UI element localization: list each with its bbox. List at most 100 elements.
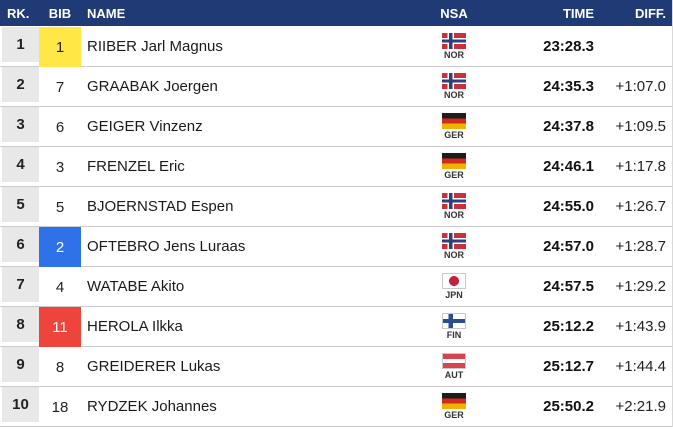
rank-value: 4 <box>2 147 39 182</box>
country-code: JPN <box>445 290 463 300</box>
col-header-rank: RK. <box>7 5 30 21</box>
rank-value: 8 <box>2 307 39 342</box>
nsa-cell: JPN <box>407 267 489 306</box>
nsa-cell: GER <box>407 147 489 186</box>
rank-value: 7 <box>2 267 39 302</box>
table-row[interactable]: 2 7 GRAABAK Joergen NOR 24:35.3 +1:07.0 <box>0 67 672 107</box>
country-code: NOR <box>444 50 464 60</box>
flag-icon <box>442 353 466 369</box>
col-header-nsa: NSA <box>440 5 468 21</box>
time-value: 25:50.2 <box>543 398 594 415</box>
bib-cell: 5 <box>39 187 81 227</box>
diff-value <box>594 27 672 66</box>
bib-cell: 6 <box>39 107 81 147</box>
country-code: GER <box>444 130 464 140</box>
flag-icon <box>442 33 466 49</box>
table-row[interactable]: 3 6 GEIGER Vinzenz GER 24:37.8 +1:09.5 <box>0 107 672 147</box>
bib-badge: 18 <box>51 398 69 416</box>
athlete-name: GREIDERER Lukas <box>87 358 221 375</box>
nsa-cell: NOR <box>407 67 489 106</box>
diff-value: +1:28.7 <box>615 238 666 255</box>
bib-cell: 7 <box>39 67 81 107</box>
header-row: RK. BIB NAME NSA TIME DIFF. <box>0 0 672 27</box>
nsa-cell: GER <box>407 107 489 146</box>
table-row[interactable]: 6 2 OFTEBRO Jens Luraas NOR 24:57.0 +1:2… <box>0 227 672 267</box>
athlete-name: FRENZEL Eric <box>87 158 185 175</box>
athlete-name: GRAABAK Joergen <box>87 78 218 95</box>
bib-cell: 2 <box>39 227 81 267</box>
flag-icon <box>442 73 466 89</box>
col-header-time: TIME <box>562 5 594 21</box>
time-value: 25:12.7 <box>543 358 594 375</box>
athlete-name: RIIBER Jarl Magnus <box>87 38 223 55</box>
table-row[interactable]: 4 3 FRENZEL Eric GER 24:46.1 +1:17.8 <box>0 147 672 187</box>
bib-badge: 11 <box>39 307 81 347</box>
bib-badge: 7 <box>55 78 65 96</box>
bib-cell: 8 <box>39 347 81 387</box>
rank-cell: 8 <box>0 307 39 346</box>
country-code: NOR <box>444 210 464 220</box>
flag-icon <box>442 193 466 209</box>
bib-cell: 1 <box>39 27 81 67</box>
nsa-cell: FIN <box>407 307 489 346</box>
rank-cell: 1 <box>0 27 39 66</box>
rank-value: 9 <box>2 347 39 382</box>
bib-cell: 4 <box>39 267 81 307</box>
country-code: AUT <box>444 370 464 380</box>
country-code: GER <box>444 170 464 180</box>
rank-value: 1 <box>2 27 39 62</box>
rank-value: 10 <box>2 387 39 422</box>
country-code: NOR <box>444 250 464 260</box>
flag-icon <box>442 113 466 129</box>
rank-value: 2 <box>2 67 39 102</box>
flag-icon <box>442 393 466 409</box>
table-row[interactable]: 9 8 GREIDERER Lukas AUT 25:12.7 +1:44.4 <box>0 347 672 387</box>
athlete-name: BJOERNSTAD Espen <box>87 198 234 215</box>
country-code: FIN <box>446 330 462 340</box>
col-header-name: NAME <box>87 5 126 21</box>
rank-cell: 10 <box>0 387 39 426</box>
diff-value: +1:26.7 <box>615 198 666 215</box>
bib-cell: 3 <box>39 147 81 187</box>
country-code: NOR <box>444 90 464 100</box>
time-value: 23:28.3 <box>543 38 594 55</box>
athlete-name: WATABE Akito <box>87 278 185 295</box>
bib-badge: 3 <box>55 158 65 176</box>
athlete-name: HEROLA Ilkka <box>87 318 183 335</box>
flag-icon <box>442 273 466 289</box>
rank-cell: 6 <box>0 227 39 266</box>
flag-icon <box>442 153 466 169</box>
rank-value: 5 <box>2 187 39 222</box>
rank-cell: 2 <box>0 67 39 106</box>
time-value: 24:55.0 <box>543 198 594 215</box>
rank-cell: 9 <box>0 347 39 386</box>
time-value: 24:46.1 <box>543 158 594 175</box>
rank-value: 3 <box>2 107 39 142</box>
table-row[interactable]: 7 4 WATABE Akito JPN 24:57.5 +1:29.2 <box>0 267 672 307</box>
time-value: 25:12.2 <box>543 318 594 335</box>
nsa-cell: GER <box>407 387 489 426</box>
bib-cell: 11 <box>39 307 81 347</box>
bib-badge: 2 <box>39 227 81 267</box>
table-row[interactable]: 5 5 BJOERNSTAD Espen NOR 24:55.0 +1:26.7 <box>0 187 672 227</box>
table-row[interactable]: 8 11 HEROLA Ilkka FIN 25:12.2 +1:43.9 <box>0 307 672 347</box>
bib-badge: 4 <box>55 278 65 296</box>
athlete-name: OFTEBRO Jens Luraas <box>87 238 246 255</box>
diff-value: +1:09.5 <box>615 118 666 135</box>
diff-value: +1:29.2 <box>615 278 666 295</box>
rank-value: 6 <box>2 227 39 262</box>
bib-badge: 5 <box>55 198 65 216</box>
time-value: 24:57.0 <box>543 238 594 255</box>
table-row[interactable]: 10 18 RYDZEK Johannes GER 25:50.2 +2:21.… <box>0 387 672 427</box>
nsa-cell: NOR <box>407 27 489 66</box>
diff-value: +1:07.0 <box>615 78 666 95</box>
flag-icon <box>442 313 466 329</box>
nsa-cell: AUT <box>407 347 489 386</box>
table-row[interactable]: 1 1 RIIBER Jarl Magnus NOR 23:28.3 <box>0 27 672 67</box>
athlete-name: GEIGER Vinzenz <box>87 118 203 135</box>
bib-badge: 8 <box>55 358 65 376</box>
rank-cell: 5 <box>0 187 39 226</box>
rank-cell: 4 <box>0 147 39 186</box>
col-header-diff: DIFF. <box>634 5 666 21</box>
